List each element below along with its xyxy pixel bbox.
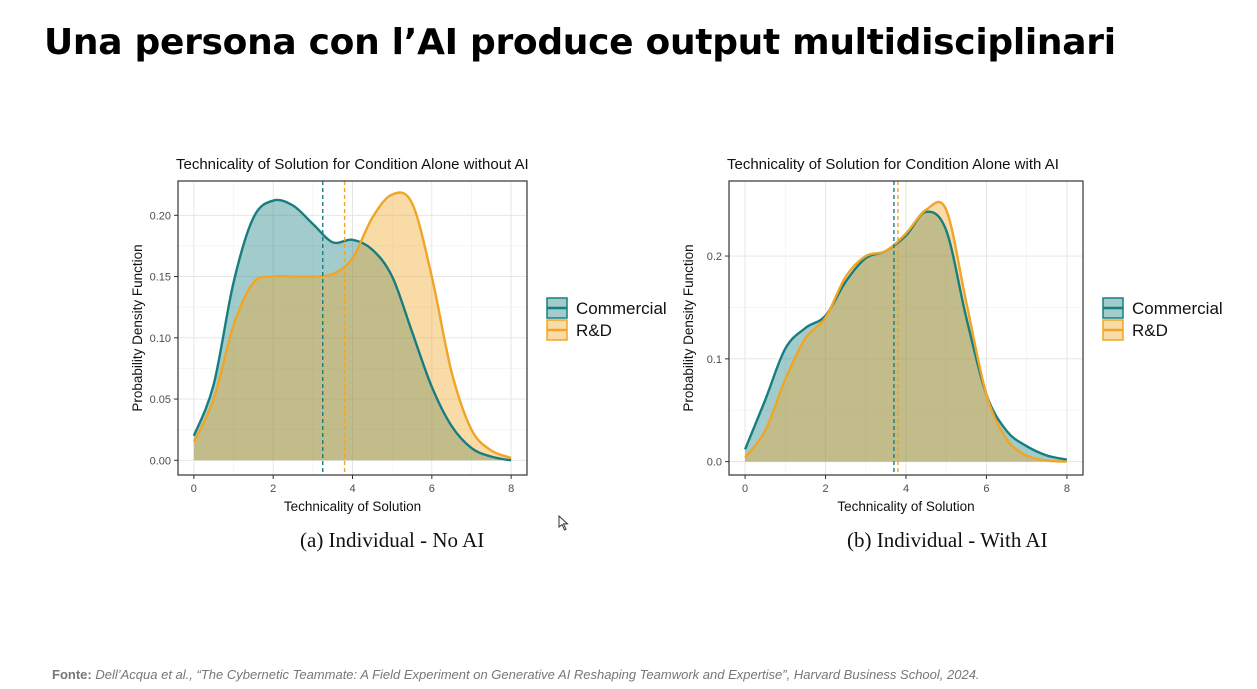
x-tick-label: 6 [983, 483, 989, 495]
y-tick-label: 0.1 [707, 354, 722, 366]
y-tick-label: 0.20 [150, 210, 171, 222]
axis-ticks: 0.00 0.05 0.10 0.15 0.20 0 2 4 6 8 [150, 210, 515, 495]
y-axis-label: Probability Density Function [130, 244, 145, 411]
rd-density-area [193, 192, 512, 461]
mouse-cursor-icon [558, 515, 569, 531]
source-citation: Dell’Acqua et al., “The Cybernetic Teamm… [95, 667, 980, 682]
axis-ticks: 0.0 0.1 0.2 0 2 4 6 8 [707, 251, 1070, 495]
rd-density-line [744, 200, 1067, 463]
x-axis-label: Technicality of Solution [284, 499, 421, 514]
x-axis-label: Technicality of Solution [837, 499, 974, 514]
x-tick-label: 6 [429, 483, 435, 495]
x-tick-label: 4 [903, 483, 909, 495]
density-areas [193, 192, 512, 461]
legend-label-rd: R&D [576, 321, 612, 340]
y-tick-label: 0.05 [150, 394, 171, 406]
chart-individual-no-ai: 0.00 0.05 0.10 0.15 0.20 0 2 4 6 8 Technicality of… [130, 156, 667, 514]
chart-title: Technicality of Solution for Condition A… [176, 156, 529, 173]
x-tick-label: 0 [742, 483, 748, 495]
commercial-density-line [192, 198, 512, 462]
commercial-density-line [743, 210, 1068, 461]
legend: Commercial R&D [1102, 297, 1223, 341]
source-label: Fonte: [52, 667, 92, 682]
x-tick-label: 2 [822, 483, 828, 495]
commercial-density-area [193, 199, 512, 461]
chart-a-caption: (a) Individual - No AI [300, 528, 485, 552]
gridlines [729, 181, 1083, 475]
x-tick-label: 2 [270, 483, 276, 495]
chart-individual-with-ai: 0.0 0.1 0.2 0 2 4 6 8 Technicality of Solution f… [681, 156, 1223, 514]
chart-title: Technicality of Solution for Condition A… [727, 156, 1059, 173]
x-tick-label: 0 [191, 483, 197, 495]
commercial-density-area [745, 211, 1067, 462]
x-tick-label: 8 [1064, 483, 1070, 495]
source-note: Fonte: Dell’Acqua et al., “The Cyberneti… [52, 667, 980, 682]
rd-density-line [192, 191, 512, 460]
x-tick-label: 4 [349, 483, 355, 495]
density-lines [192, 191, 512, 462]
chart-b-caption: (b) Individual - With AI [847, 528, 1048, 552]
legend-label-commercial: Commercial [1132, 299, 1223, 318]
gridlines [178, 181, 527, 475]
y-tick-label: 0.0 [707, 457, 722, 469]
slide-title: Una persona con l’AI produce output mult… [44, 22, 1116, 63]
legend: Commercial R&D [546, 297, 667, 341]
y-tick-label: 0.15 [150, 272, 171, 284]
x-tick-label: 8 [508, 483, 514, 495]
y-tick-label: 0.10 [150, 333, 171, 345]
density-lines [743, 200, 1068, 463]
legend-label-commercial: Commercial [576, 299, 667, 318]
y-tick-label: 0.00 [150, 455, 171, 467]
y-axis-label: Probability Density Function [681, 244, 696, 411]
legend-label-rd: R&D [1132, 321, 1168, 340]
y-tick-label: 0.2 [707, 251, 722, 263]
